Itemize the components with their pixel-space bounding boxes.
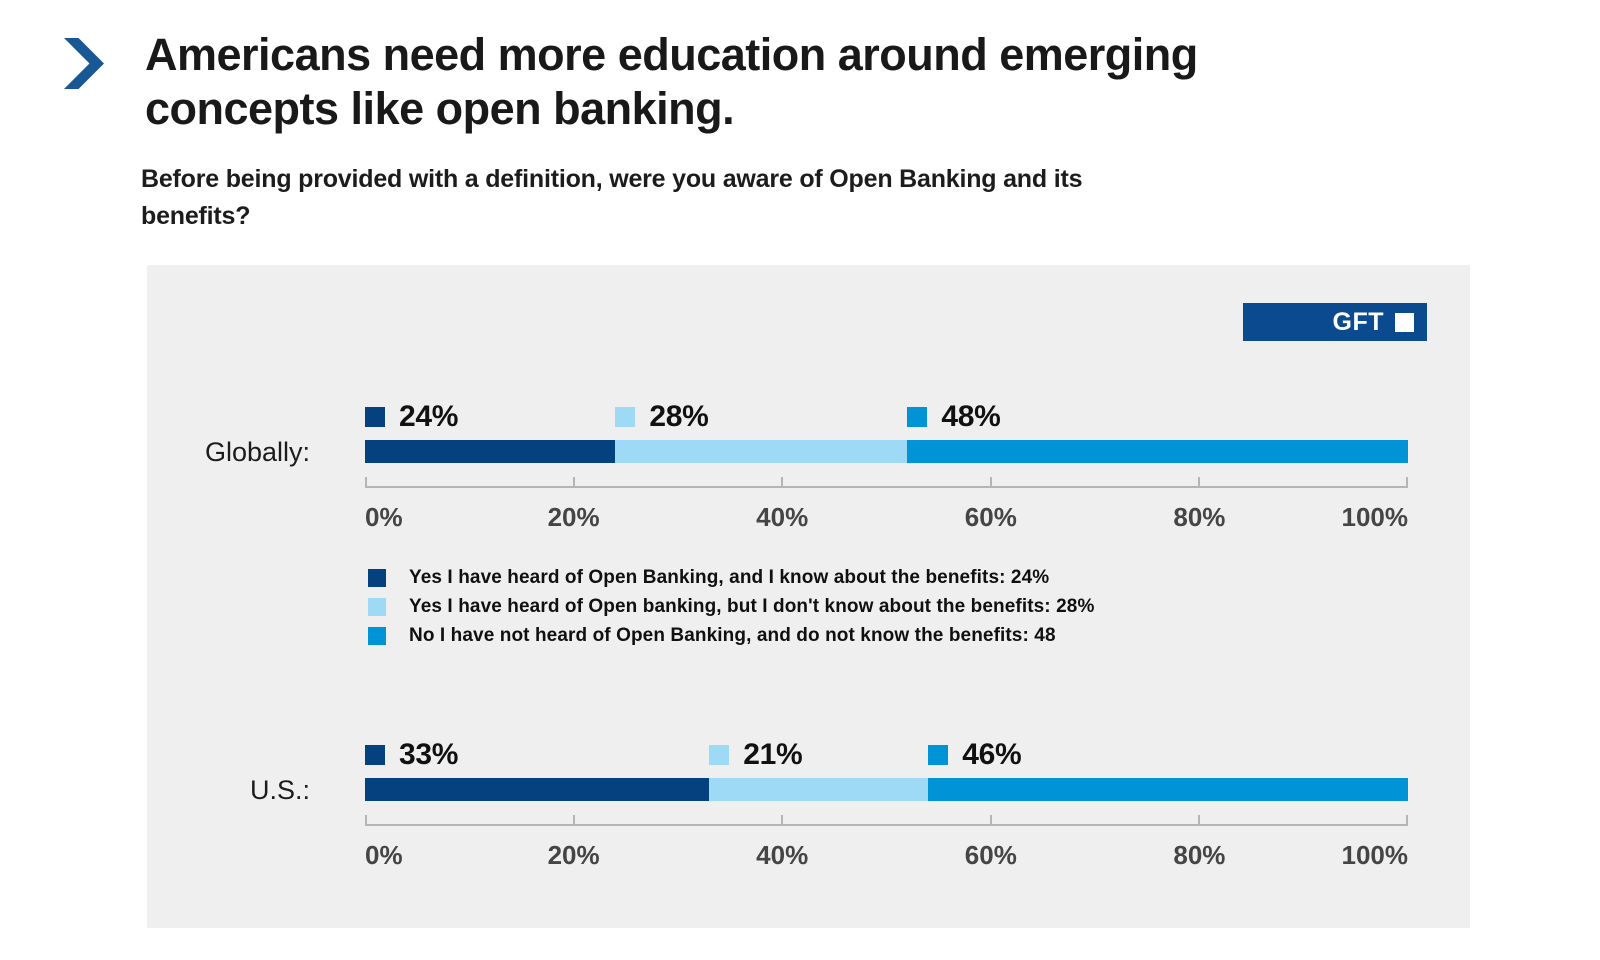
bar-segment [928,778,1408,801]
series-swatch-icon [709,745,730,765]
bar-value-labels: 33% 21% 46% [365,738,1408,771]
bar-value-text: 21% [743,738,803,771]
series-swatch-icon [365,745,385,765]
series-swatch-icon [365,407,385,427]
axis-tick-label: 80% [1173,840,1226,870]
axis-tick-label: 60% [964,840,1017,870]
bar-segment [615,440,908,463]
bar-value-label: 21% [709,738,803,771]
axis-tick-label: 40% [756,840,809,870]
bar-value-text: 48% [941,400,1001,433]
axis-tick-label: 0% [365,502,403,532]
bar-group-us: U.S.: 33% 21% 46% 0% 20% 40% 60% 80% 100% [250,738,1408,876]
bar-segment [907,440,1408,463]
page-title-line1: Americans need more education around eme… [145,29,1198,80]
bar-value-text: 28% [649,400,709,433]
axis-tick-label: 100% [1341,502,1409,532]
legend-item: No I have not heard of Open Banking, and… [368,621,1094,650]
axis-tick [572,815,575,826]
bar-value-label: 46% [928,738,1022,771]
series-swatch-icon [615,407,636,427]
survey-question: Before being provided with a definition,… [141,161,1082,235]
category-label-us: U.S.: [249,775,310,805]
legend-swatch-icon [368,626,386,645]
axis-tick [781,815,784,826]
gft-logo: GFT [1243,303,1427,341]
x-axis [365,477,1408,488]
bar-value-label: 24% [365,400,459,433]
page-title-line2: concepts like open banking. [145,83,735,134]
chart-panel: GFT Globally: 24% 28% 48% 0% 20% 40% 60% 80% 10… [147,265,1470,928]
axis-tick-label: 80% [1173,502,1226,532]
axis-tick [781,477,784,488]
survey-question-line1: Before being provided with a definition,… [141,165,1083,193]
bar-value-label: 28% [615,400,709,433]
axis-tick [989,477,992,488]
bar-value-text: 33% [399,738,459,771]
axis-tick [365,477,367,488]
legend-swatch-icon [368,597,386,616]
bar-segment [365,440,616,463]
axis-tick-label: 40% [756,502,809,532]
legend-label: Yes I have heard of Open banking, but I … [409,595,1095,617]
bar-value-label: 33% [365,738,459,771]
series-swatch-icon [907,407,928,427]
gft-logo-text: GFT [1332,307,1384,336]
axis-tick [572,477,575,488]
axis-tick [989,815,992,826]
bar-value-text: 24% [399,400,459,433]
chevron-right-icon [64,37,104,95]
category-label-globally: Globally: [204,437,310,467]
axis-tick-label: 20% [547,502,600,532]
axis-tick [1406,477,1408,488]
axis-tick-label: 100% [1341,840,1409,870]
axis-tick [1198,477,1201,488]
axis-tick-label: 20% [547,840,600,870]
bar-value-labels: 24% 28% 48% [365,400,1408,433]
stacked-bar-globally [365,440,1408,463]
axis-tick-label: 60% [964,502,1017,532]
page-title: Americans need more education around eme… [145,28,1198,136]
bar-segment [365,778,710,801]
series-swatch-icon [928,745,949,765]
chart-legend: Yes I have heard of Open Banking, and I … [368,563,1094,650]
legend-item: Yes I have heard of Open banking, but I … [368,592,1094,621]
x-axis [365,815,1408,826]
gft-logo-square-icon [1395,312,1414,332]
axis-tick [365,815,367,826]
bar-group-globally: Globally: 24% 28% 48% 0% 20% 40% 60% 80% 100% [205,400,1408,538]
axis-tick [1406,815,1408,826]
bar-value-text: 46% [962,738,1022,771]
legend-item: Yes I have heard of Open Banking, and I … [368,563,1094,592]
bar-segment [709,778,929,801]
legend-label: No I have not heard of Open Banking, and… [409,624,1056,646]
bar-value-label: 48% [907,400,1001,433]
x-axis-labels: 0% 20% 40% 60% 80% 100% [365,840,1408,870]
survey-question-line2: benefits? [141,202,251,230]
axis-tick [1198,815,1201,826]
legend-swatch-icon [368,568,386,587]
x-axis-labels: 0% 20% 40% 60% 80% 100% [365,502,1408,532]
stacked-bar-us [365,778,1408,801]
legend-label: Yes I have heard of Open Banking, and I … [409,566,1050,588]
axis-tick-label: 0% [365,840,403,870]
